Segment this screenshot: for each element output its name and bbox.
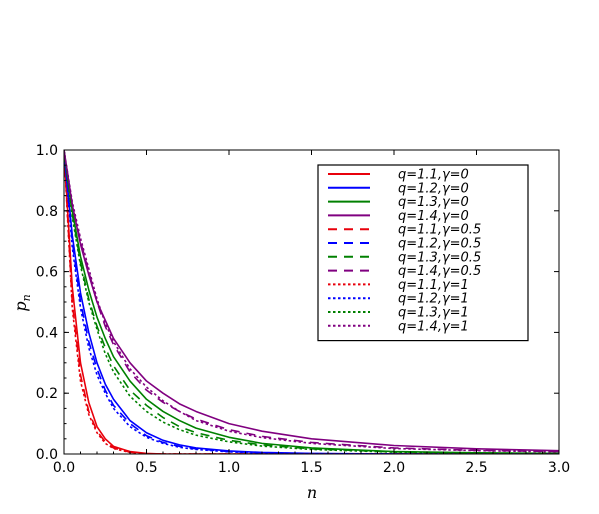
legend-label: q=1.4,γ=0: [398, 209, 469, 224]
series-line-5: [64, 150, 559, 454]
x-tick-label: 1.0: [218, 460, 240, 476]
y-tick-label: 1.0: [36, 143, 58, 159]
legend-label: q=1.4,γ=0.5: [398, 264, 481, 279]
x-tick-label: 0.5: [135, 460, 157, 476]
series-line-8: [64, 150, 559, 453]
x-tick-label: 3.0: [548, 460, 570, 476]
legend-label: q=1.2,γ=0.5: [398, 237, 481, 252]
x-tick-label: 2.5: [465, 460, 487, 476]
series-line-4: [64, 150, 559, 452]
x-axis-title: n: [307, 483, 317, 502]
series-line-11: [64, 150, 559, 454]
legend-label: q=1.3,γ=1: [398, 306, 469, 321]
x-tick-label: 0.0: [53, 460, 75, 476]
y-tick-label: 0.8: [36, 204, 58, 220]
y-tick-label: 0.2: [36, 386, 58, 402]
series-line-7: [64, 150, 559, 454]
x-tick-label: 2.0: [383, 460, 405, 476]
legend-label: q=1.3,γ=0: [398, 195, 469, 210]
legend-label: q=1.3,γ=0.5: [398, 250, 481, 265]
legend-label: q=1.1,γ=0.5: [398, 223, 481, 238]
y-tick-label: 0.4: [36, 325, 58, 341]
series-line-12: [64, 150, 559, 453]
legend-label: q=1.2,γ=1: [398, 292, 469, 307]
series-line-3: [64, 150, 559, 454]
legend-label: q=1.4,γ=1: [398, 319, 469, 334]
legend-label: q=1.1,γ=1: [398, 278, 469, 293]
legend-label: q=1.2,γ=0: [398, 181, 469, 196]
legend: q=1.1,γ=0q=1.2,γ=0q=1.3,γ=0q=1.4,γ=0q=1.…: [317, 164, 529, 342]
x-tick-label: 1.5: [300, 460, 322, 476]
y-axis-title: pn: [11, 294, 33, 311]
ticks-layer: 0.0 0.5 1.0 1.5 2.0 2.5 3.0 0.0 0.2 0.4 0.6 0.8 1.0: [36, 143, 570, 476]
svg-text:pn: pn: [11, 294, 33, 311]
y-tick-label: 0.0: [36, 447, 58, 463]
legend-label: q=1.1,γ=0: [398, 168, 469, 183]
y-tick-label: 0.6: [36, 265, 58, 281]
